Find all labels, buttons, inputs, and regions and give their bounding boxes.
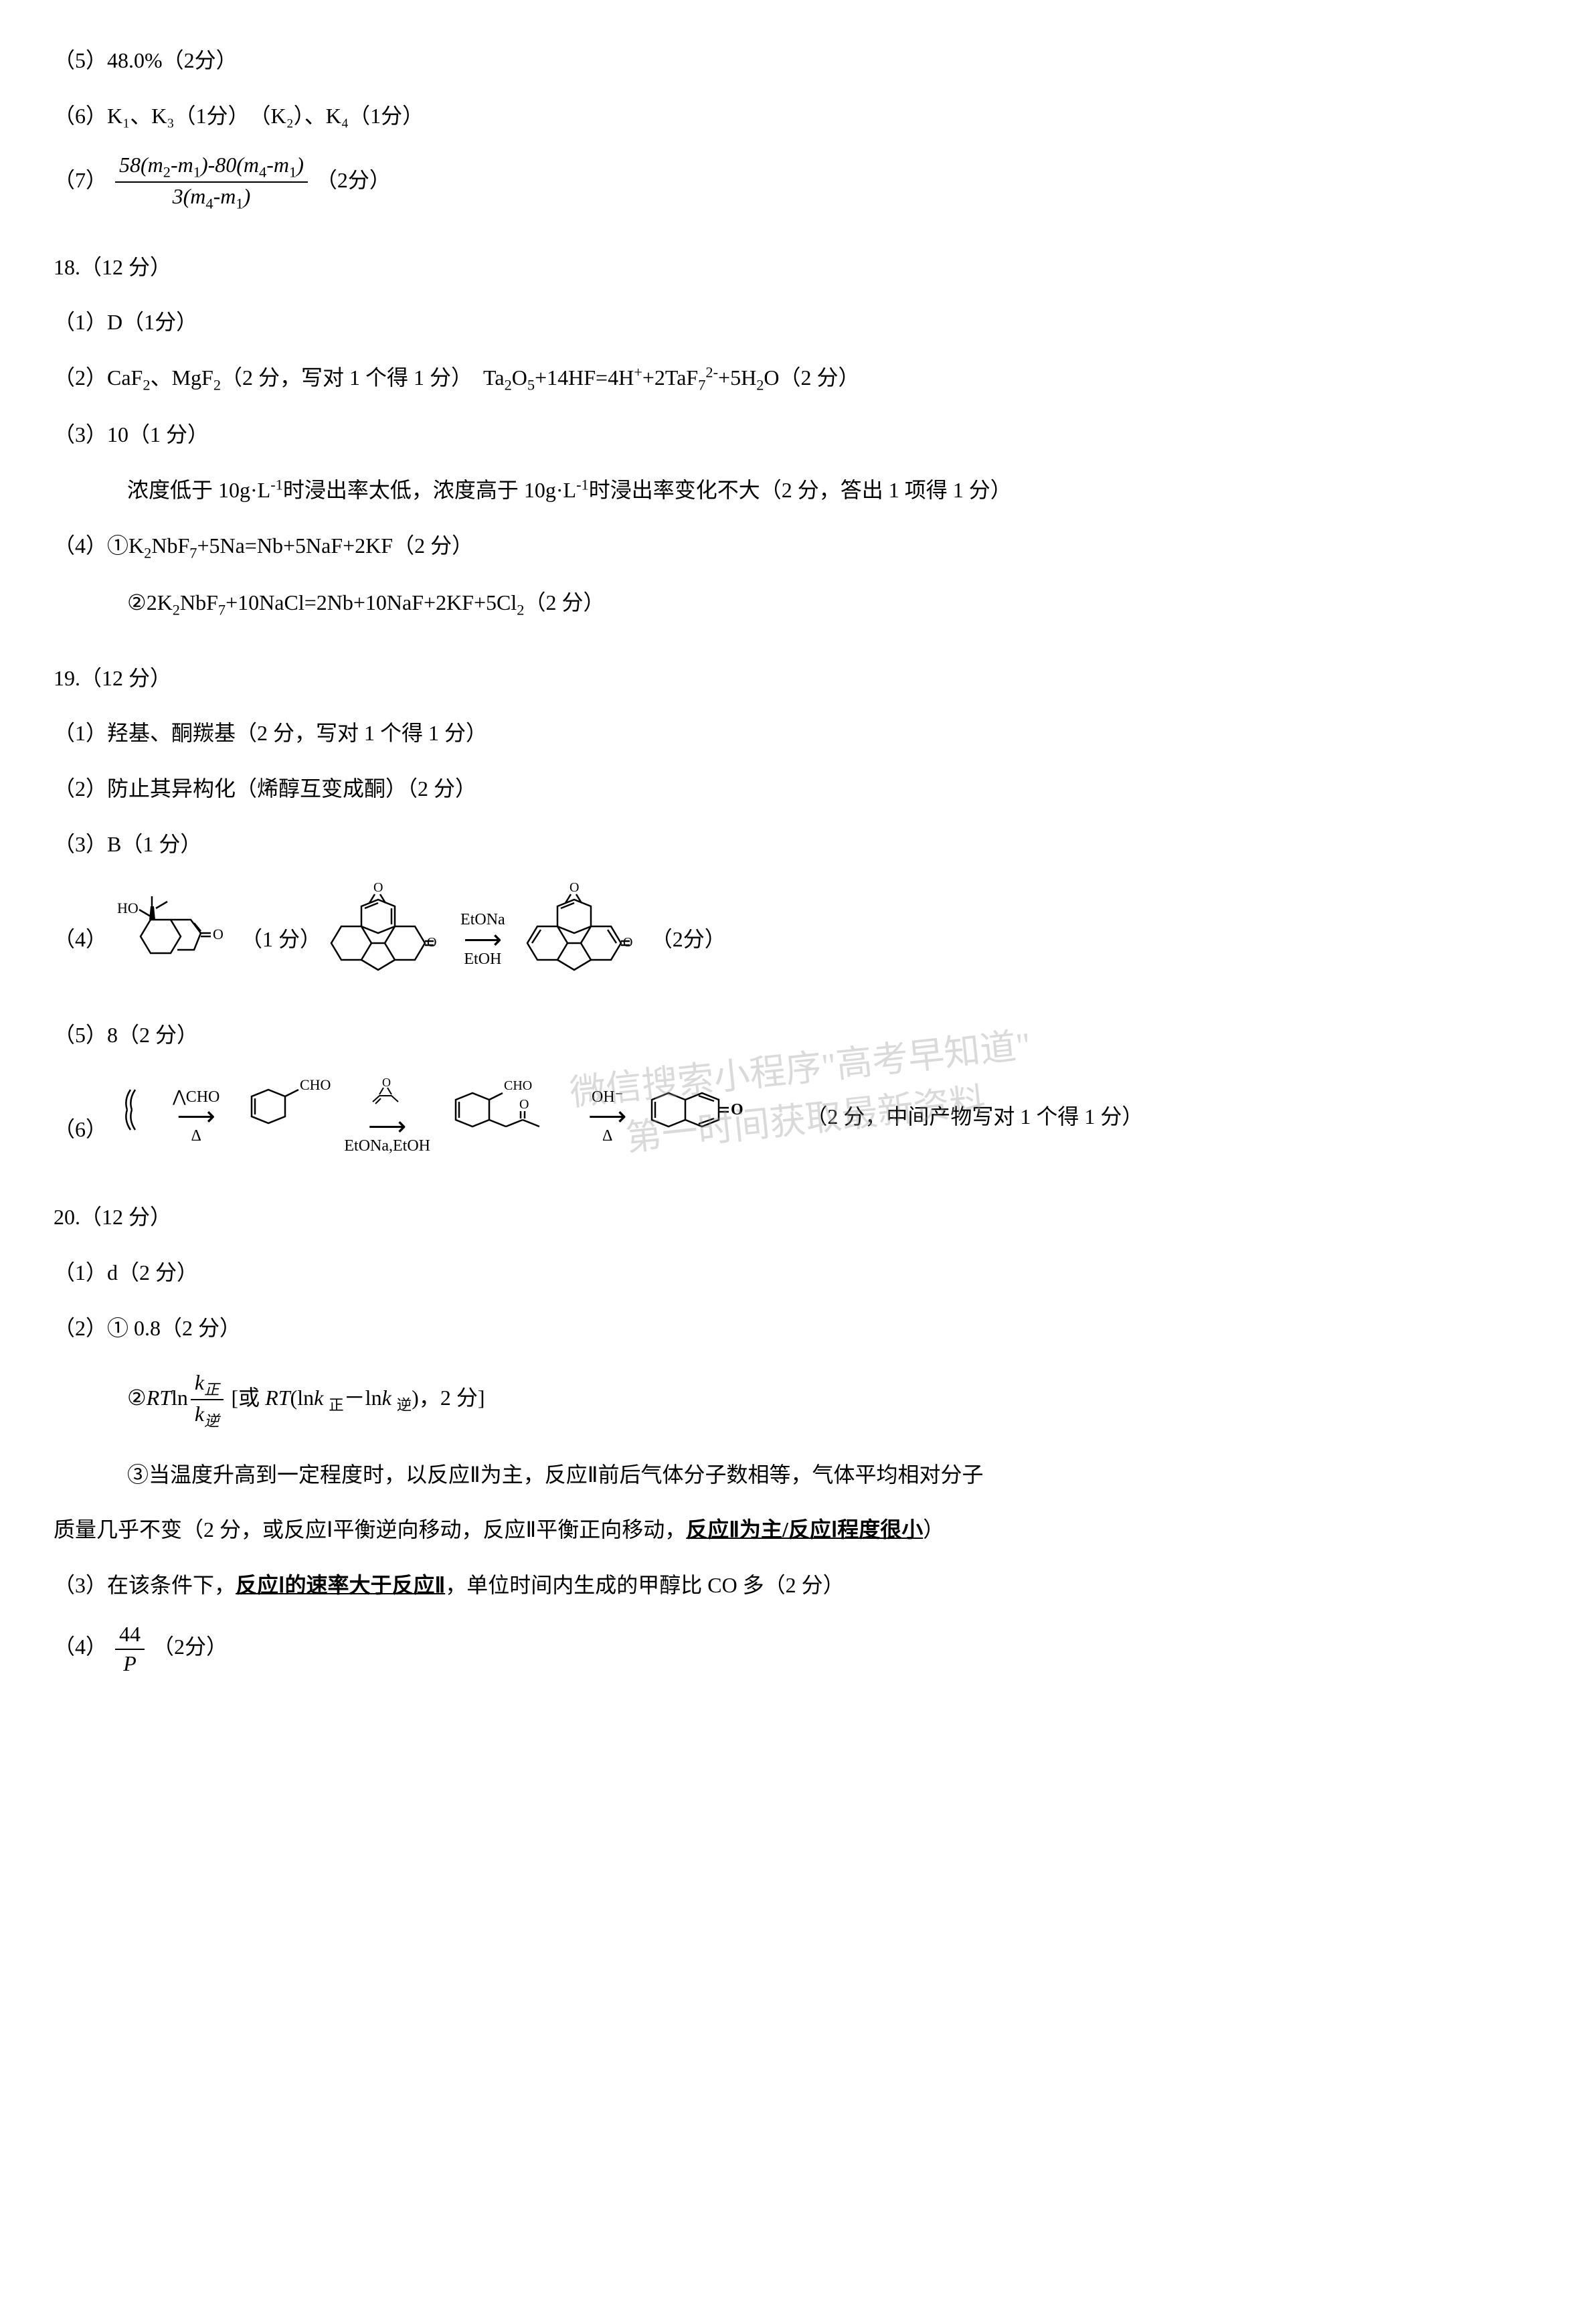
q19-item1: （1）羟基、酮羰基（2 分，写对 1 个得 1 分） bbox=[54, 713, 1526, 754]
q20-item3-a: （3）在该条件下， bbox=[54, 1573, 236, 1597]
q20-item2-3-bold: 反应Ⅱ为主/反应Ⅰ程度很小 bbox=[686, 1517, 923, 1542]
q19-item5: （5）8（2 分） bbox=[54, 1015, 1526, 1056]
q20-item2-3b-text: 质量几乎不变（2 分，或反应Ⅰ平衡逆向移动，反应Ⅱ平衡正向移动， bbox=[54, 1517, 686, 1542]
svg-text:O: O bbox=[213, 926, 224, 942]
svg-text:O: O bbox=[731, 1101, 743, 1118]
q17-item7: （7） 58(m2-m1)-80(m4-m1) 3(m4-m1) （2分） bbox=[54, 151, 1526, 214]
q19-item3: （3）B（1 分） bbox=[54, 824, 1526, 865]
svg-text:O: O bbox=[519, 1097, 529, 1112]
q20-item2-3b: 质量几乎不变（2 分，或反应Ⅰ平衡逆向移动，反应Ⅱ平衡正向移动，反应Ⅱ为主/反应… bbox=[54, 1509, 1526, 1550]
q18-item3: （3）10（1 分） bbox=[54, 414, 1526, 455]
q18-item3-detail: 浓度低于 10g·L-1时浸出率太低，浓度高于 10g·L-1时浸出率变化不大（… bbox=[54, 470, 1526, 511]
q20-item2-2-suffix: [或 RT(lnk 正－lnk 逆)，2 分] bbox=[232, 1386, 485, 1410]
q20-header: 20.（12 分） bbox=[54, 1197, 1526, 1238]
chem-structure-2b: O O bbox=[517, 880, 644, 1000]
chem-intermediate-1: CHO bbox=[232, 1073, 332, 1160]
q18-item2: （2）CaF2、MgF2（2 分，写对 1 个得 1 分） Ta2O5+14HF… bbox=[54, 357, 1526, 400]
q19-header: 19.（12 分） bbox=[54, 658, 1526, 699]
q20-frac-num: k正 bbox=[191, 1369, 224, 1401]
arrow3-bot: EtONa,EtOH bbox=[344, 1137, 430, 1155]
svg-text:HO: HO bbox=[117, 900, 139, 916]
q18-header: 18.（12 分） bbox=[54, 247, 1526, 288]
q20-item4-prefix: （4） bbox=[54, 1635, 107, 1659]
reaction-arrow-4: OH⁻ ⟶ Δ bbox=[588, 1088, 626, 1145]
q20-item4: （4） 44 P （2分） bbox=[54, 1621, 1526, 1677]
q20-item2-3a: ③当温度升高到一定程度时，以反应Ⅱ为主，反应Ⅱ前后气体分子数相等，气体平均相对分… bbox=[54, 1455, 1526, 1495]
q20-item4-fraction: 44 P bbox=[115, 1621, 145, 1677]
q19-item4-prefix: （4） bbox=[54, 919, 107, 960]
q19-item4-mid: （1 分） bbox=[241, 919, 321, 960]
q18-item4-1: （4）①K2NbF7+5Na=Nb+5NaF+2KF（2 分） bbox=[54, 525, 1526, 568]
q20-item2-3c: ） bbox=[923, 1517, 944, 1542]
q18-item4-2: ②2K2NbF7+10NaCl=2Nb+10NaF+2KF+5Cl2（2 分） bbox=[54, 582, 1526, 625]
q20-item4-den: P bbox=[115, 1650, 145, 1678]
svg-text:O: O bbox=[427, 935, 436, 950]
svg-text:CHO: CHO bbox=[504, 1078, 532, 1093]
svg-text:CHO: CHO bbox=[300, 1076, 331, 1093]
q20-item2-2-fraction: k正 k逆 bbox=[191, 1369, 224, 1431]
arrow-icon: ⟶ bbox=[344, 1116, 430, 1137]
svg-text:O: O bbox=[569, 880, 579, 895]
q19-item4-suffix: （2分） bbox=[651, 919, 726, 960]
chem-structure-2a: O O bbox=[328, 880, 448, 1000]
chem-intermediate-2: CHO O bbox=[442, 1070, 576, 1163]
q20-item3-b: ，单位时间内生成的甲醇比 CO 多（2 分） bbox=[445, 1573, 844, 1597]
q17-item6: （6）K₁、K₃（1分） （K₂）、K₄（1分） bbox=[54, 96, 1526, 137]
q17-item7-suffix: （2分） bbox=[316, 167, 391, 191]
chem-diene bbox=[114, 1073, 161, 1160]
reaction-arrow-2: ⋀CHO ⟶ Δ bbox=[173, 1088, 220, 1145]
q19-item6-suffix: （2 分，中间产物写对 1 个得 1 分） bbox=[806, 1096, 1143, 1137]
q20-item2-1: （2）① 0.8（2 分） bbox=[54, 1308, 1526, 1349]
svg-text:O: O bbox=[382, 1078, 391, 1089]
q18-item1: （1）D（1分） bbox=[54, 302, 1526, 343]
q19-item6-row: （6） ⋀CHO ⟶ Δ CHO bbox=[54, 1070, 1526, 1163]
chem-product: O bbox=[638, 1073, 759, 1160]
svg-text:O: O bbox=[373, 880, 383, 895]
arrow-icon: ⟶ bbox=[460, 929, 505, 950]
q17-item7-den: 3(m4-m1) bbox=[115, 183, 308, 214]
q20-item2-2: ②RTln k正 k逆 [或 RT(lnk 正－lnk 逆)，2 分] bbox=[54, 1369, 1526, 1431]
q20-item4-suffix: （2分） bbox=[153, 1635, 228, 1659]
chem-structure-1: HO O bbox=[114, 883, 234, 997]
q20-item3-bold: 反应Ⅰ的速率大于反应Ⅱ bbox=[236, 1573, 445, 1597]
q19-item4-row: （4） HO O （1 分） O bbox=[54, 880, 1526, 1000]
svg-text:O: O bbox=[623, 935, 632, 950]
q20-item4-num: 44 bbox=[115, 1621, 145, 1650]
q20-frac-den: k逆 bbox=[191, 1400, 224, 1431]
arrow-icon: ⟶ bbox=[588, 1106, 626, 1127]
q19-item2: （2）防止其异构化（烯醇互变成酮）（2 分） bbox=[54, 768, 1526, 809]
arrow-icon: ⟶ bbox=[173, 1106, 220, 1127]
q20-item2-2-prefix: ②RTln bbox=[127, 1386, 188, 1410]
q17-item7-num: 58(m2-m1)-80(m4-m1) bbox=[115, 151, 308, 183]
arrow-bot-label: EtOH bbox=[460, 950, 505, 968]
q19-item6-prefix: （6） bbox=[54, 1109, 107, 1150]
reaction-arrow-1: EtONa ⟶ EtOH bbox=[460, 911, 505, 968]
q17-item7-prefix: （7） bbox=[54, 167, 107, 191]
q17-item7-fraction: 58(m2-m1)-80(m4-m1) 3(m4-m1) bbox=[115, 151, 308, 214]
q20-item3: （3）在该条件下，反应Ⅰ的速率大于反应Ⅱ，单位时间内生成的甲醇比 CO 多（2 … bbox=[54, 1565, 1526, 1606]
q20-item1: （1）d（2 分） bbox=[54, 1252, 1526, 1293]
arrow3-top: O bbox=[344, 1078, 430, 1116]
q17-item5: （5）48.0%（2分） bbox=[54, 40, 1526, 81]
reaction-arrow-3: O ⟶ EtONa,EtOH bbox=[344, 1078, 430, 1155]
